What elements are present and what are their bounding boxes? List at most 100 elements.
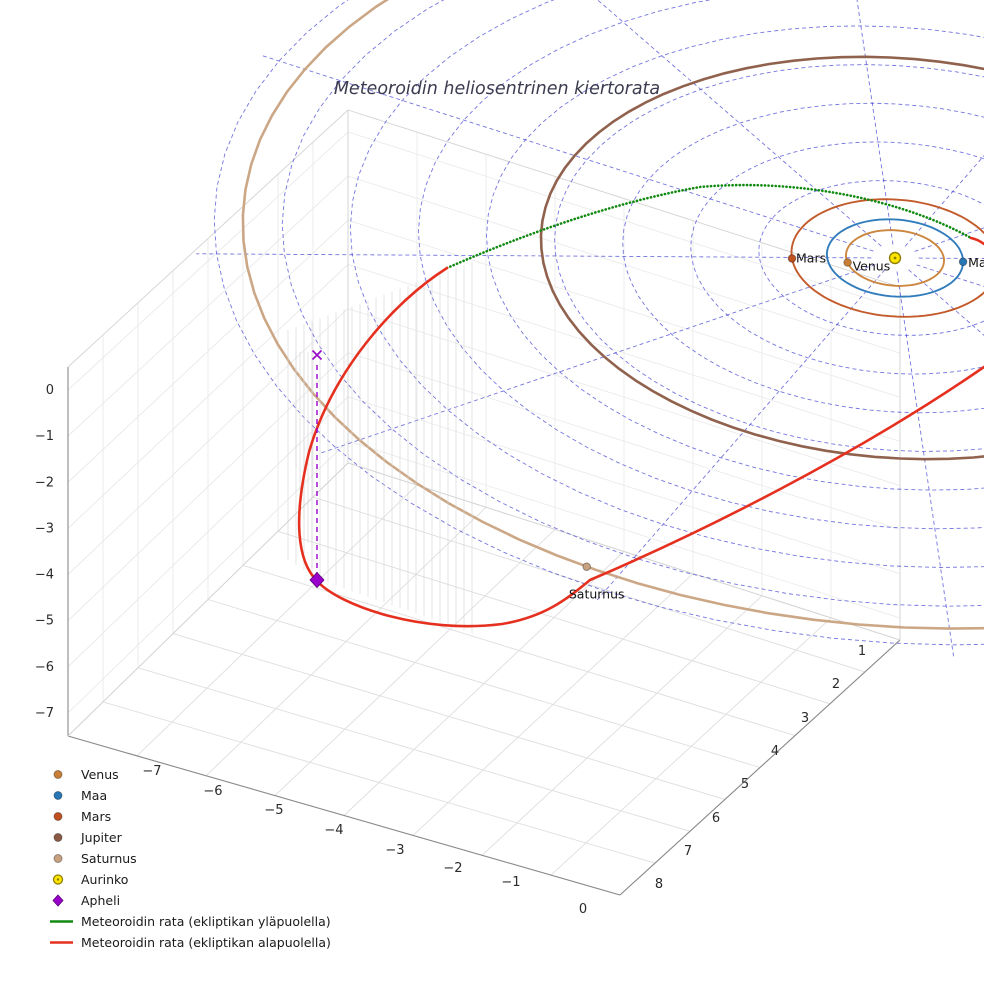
z-tick-label: −6	[35, 660, 54, 675]
legend-item-maa: Maa	[49, 785, 331, 806]
sun-core	[893, 256, 897, 260]
y-tick-label: 2	[832, 677, 840, 692]
planet-markers: Venus Maa Mars Saturnus	[569, 250, 984, 601]
legend-label: Saturnus	[81, 851, 137, 866]
polar-grid-circle	[554, 64, 984, 452]
meteoroid-orbit-below-curve	[297, 236, 984, 628]
y-tick-label: 4	[771, 744, 779, 759]
legend-label: Meteoroidin rata (ekliptikan alapuolella…	[81, 935, 331, 950]
polar-grid-radial	[196, 253, 872, 259]
grid-line	[277, 530, 831, 705]
planet-dot-saturnus	[582, 562, 592, 572]
orbit-stems	[287, 261, 473, 634]
x-axis-spine	[67, 735, 621, 896]
orbit-jupiter	[539, 55, 984, 461]
aphelion-diamond-marker	[309, 571, 325, 589]
legend-item-apheli: Apheli	[49, 890, 331, 911]
plot-title: Meteoroidin heliosentrinen kiertorata	[334, 79, 660, 99]
orbit-saturnus	[241, 0, 984, 630]
orbit-mars	[790, 198, 984, 318]
legend-item-meteoroidin-rata-ekliptikan-yl-puolella: Meteoroidin rata (ekliptikan yläpuolella…	[49, 911, 331, 932]
legend-marker-dot	[53, 854, 63, 863]
z-tick-label: 0	[46, 383, 54, 398]
planet-dot-mars	[787, 254, 797, 263]
legend-marker-sun	[52, 874, 64, 885]
polar-grid-circle	[281, 0, 984, 607]
legend-label: Mars	[81, 809, 112, 824]
legend-item-meteoroidin-rata-ekliptikan-alapuolella: Meteoroidin rata (ekliptikan alapuolella…	[49, 932, 331, 953]
legend-label: Maa	[81, 788, 108, 803]
x-tick-label: −5	[264, 803, 283, 818]
x-tick-label: −3	[385, 843, 404, 858]
y-tick-label: 7	[684, 844, 692, 859]
legend-label: Apheli	[81, 893, 121, 908]
sun-marker	[888, 251, 902, 265]
x-tick-label: −2	[443, 861, 462, 876]
polar-grid-radial	[318, 264, 876, 455]
legend-marker-line	[50, 941, 73, 944]
z-tick-label: −4	[35, 568, 54, 583]
legend-marker-dot	[53, 833, 63, 842]
x-tick-label: 0	[579, 902, 587, 917]
x-tick-label: −4	[324, 823, 343, 838]
legend-label: Venus	[81, 767, 119, 782]
x-tick-label: −7	[142, 764, 161, 779]
planet-dot-maa	[958, 257, 968, 267]
legend: Venus Maa Mars Jupiter Saturnus Aurinko Apheli…	[49, 764, 331, 953]
polar-grid-radial	[908, 269, 984, 336]
planet-orbits	[241, 0, 984, 630]
z-tick-label: −1	[35, 429, 54, 444]
polar-grid-radial	[260, 54, 874, 252]
polar-grid-radial	[856, 0, 894, 245]
legend-label: Meteoroidin rata (ekliptikan yläpuolella…	[81, 914, 331, 929]
grid-line	[67, 462, 349, 737]
planet-label-venus: Venus	[853, 259, 891, 274]
grid-line	[312, 496, 866, 673]
legend-marker-diamond	[52, 894, 64, 907]
aphelion-node-x-marker	[311, 349, 323, 361]
legend-marker-line	[50, 920, 73, 923]
legend-label: Jupiter	[81, 830, 122, 845]
polar-grid-circle	[349, 0, 984, 568]
grid-line	[67, 109, 349, 368]
z-tick-label: −5	[35, 614, 54, 629]
polar-grid-circle	[486, 25, 984, 491]
planet-dot-venus	[843, 258, 852, 267]
y-tick-label: 5	[741, 777, 749, 792]
axis-tick-labels: −7 −6 −5 −4 −3 −2 −1 0 1 2 3 4 5 6 7 8 0 −1 −2 −3 −4 −5 −6 −7	[35, 383, 866, 917]
polar-grid-circle	[758, 180, 984, 336]
z-tick-label: −7	[35, 706, 54, 721]
x-tick-label: −6	[203, 784, 222, 799]
x-tick-label: −1	[501, 875, 520, 890]
polar-grid-radial	[595, 269, 886, 602]
ecliptic-polar-grid	[196, 0, 984, 657]
polar-grid-circle	[690, 141, 984, 375]
legend-label: Aurinko	[81, 872, 129, 887]
axes-spines	[67, 109, 901, 896]
polar-grid-radial	[896, 271, 955, 657]
y-tick-label: 3	[801, 711, 809, 726]
grid-line	[242, 564, 796, 737]
legend-item-aurinko: Aurinko	[49, 869, 331, 890]
planet-label-maa: Maa	[968, 255, 984, 270]
planet-label-saturnus: Saturnus	[569, 587, 625, 602]
meteoroid-orbit-above-curve	[445, 183, 973, 270]
z-tick-label: −3	[35, 521, 54, 536]
y-tick-label: 1	[858, 644, 866, 659]
grid-line	[481, 595, 763, 856]
y-tick-label: 8	[655, 877, 663, 892]
legend-item-venus: Venus	[49, 764, 331, 785]
grid-line	[412, 573, 694, 836]
planet-label-mars: Mars	[796, 250, 826, 265]
legend-marker-dot	[53, 812, 63, 821]
y-tick-label: 6	[712, 811, 720, 826]
grid-line	[550, 617, 832, 876]
legend-item-saturnus: Saturnus	[49, 848, 331, 869]
y-axis-spine	[619, 639, 901, 896]
legend-item-jupiter: Jupiter	[49, 827, 331, 848]
grid-line	[207, 599, 761, 768]
orbit-venus	[845, 229, 945, 287]
z-tick-label: −2	[35, 475, 54, 490]
